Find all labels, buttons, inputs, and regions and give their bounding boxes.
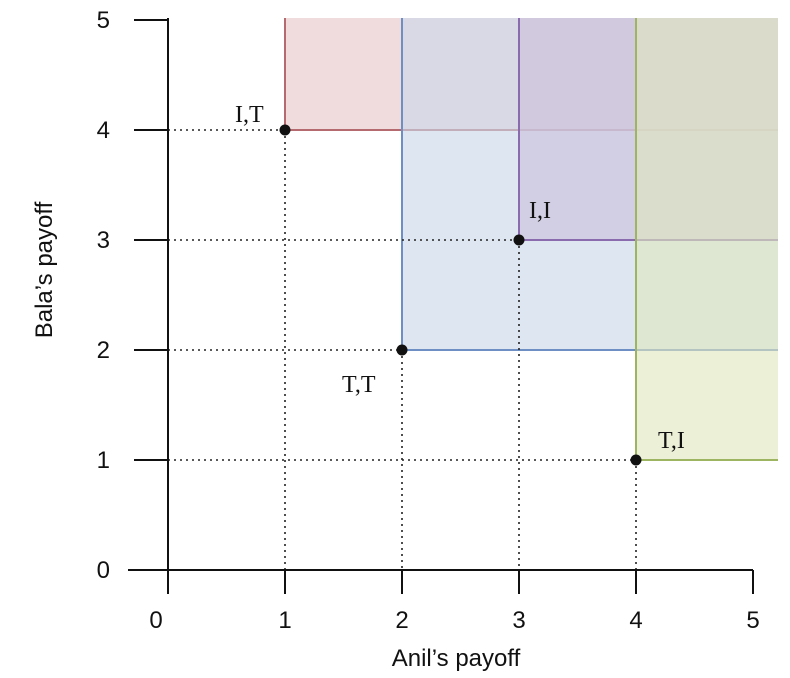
- y-axis-title: Bala’s payoff: [31, 201, 58, 338]
- point-t-i: [630, 454, 642, 466]
- point-label-t-t: T,T: [342, 372, 376, 398]
- point-t-t: [396, 344, 408, 356]
- ticks: 0 1 2 3 4 5 0 1 2 3 4 5: [97, 7, 760, 634]
- point-label-t-i: T,I: [658, 428, 685, 454]
- x-tick-label-1: 1: [278, 607, 291, 634]
- region-t-i: [636, 18, 778, 460]
- x-tick-label-3: 3: [512, 607, 525, 634]
- point-label-i-i: I,I: [529, 198, 551, 224]
- x-tick-label-2: 2: [395, 607, 408, 634]
- y-tick-label-3: 3: [97, 227, 110, 254]
- x-axis-title: Anil’s payoff: [392, 645, 521, 672]
- point-i-t: [279, 124, 291, 136]
- point-label-i-t: I,T: [235, 102, 264, 128]
- axes: [128, 18, 753, 571]
- guide-lines: [168, 129, 637, 570]
- y-tick-label-4: 4: [97, 117, 110, 144]
- x-tick-label-0: 0: [149, 607, 162, 634]
- data-points: I,T T,T I,I T,I: [235, 102, 685, 466]
- y-tick-label-1: 1: [97, 447, 110, 474]
- y-tick-label-2: 2: [97, 337, 110, 364]
- y-tick-label-5: 5: [97, 7, 110, 34]
- dominance-regions: [284, 18, 778, 461]
- x-tick-label-5: 5: [746, 607, 759, 634]
- x-tick-label-4: 4: [629, 607, 642, 634]
- y-tick-label-0: 0: [97, 557, 110, 584]
- point-i-i: [513, 234, 525, 246]
